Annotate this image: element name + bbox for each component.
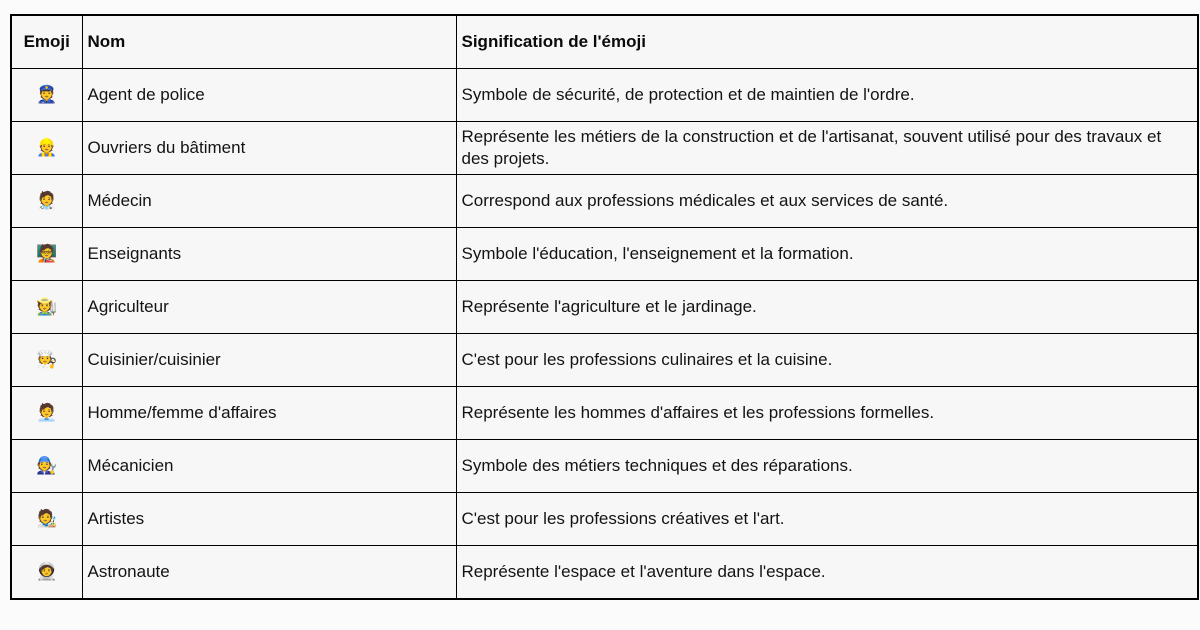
profession-meaning: Symbole de sécurité, de protection et de… [455,68,1199,122]
farmer-emoji-cell: 🧑‍🌾 [10,280,83,334]
astronaut-emoji: 🧑‍🚀 [36,561,58,581]
table-row: 🧑‍🔧 Mécanicien Symbole des métiers techn… [10,439,1199,493]
astronaut-emoji-cell: 🧑‍🚀 [10,545,83,600]
profession-name: Mécanicien [81,439,457,493]
table-row: 🧑‍🏫 Enseignants Symbole l'éducation, l'e… [10,227,1199,281]
table-header-row: Emoji Nom Signification de l'émoji [10,14,1199,69]
profession-meaning: C'est pour les professions créatives et … [455,492,1199,546]
profession-meaning: C'est pour les professions culinaires et… [455,333,1199,387]
teacher-emoji: 🧑‍🏫 [36,243,58,263]
profession-name: Enseignants [81,227,457,281]
table-row: 🧑‍🚀 Astronaute Représente l'espace et l'… [10,545,1199,600]
teacher-emoji-cell: 🧑‍🏫 [10,227,83,281]
construction-worker-emoji: 👷 [36,137,58,157]
police-officer-emoji: 👮 [36,84,58,104]
table-row: 👷 Ouvriers du bâtiment Représente les mé… [10,121,1199,175]
header-nom: Nom [81,14,457,69]
farmer-emoji: 🧑‍🌾 [36,296,58,316]
health-worker-emoji: 🧑‍⚕️ [36,190,58,210]
mechanic-emoji: 🧑‍🔧 [36,455,58,475]
emoji-professions-table: Emoji Nom Signification de l'émoji 👮 Age… [10,14,1199,600]
police-officer-emoji-cell: 👮 [10,68,83,122]
header-signification: Signification de l'émoji [455,14,1199,69]
mechanic-emoji-cell: 🧑‍🔧 [10,439,83,493]
profession-meaning: Représente l'agriculture et le jardinage… [455,280,1199,334]
cook-emoji: 🧑‍🍳 [36,349,58,369]
table-row: 🧑‍🍳 Cuisinier/cuisinier C'est pour les p… [10,333,1199,387]
header-emoji: Emoji [10,14,83,69]
cook-emoji-cell: 🧑‍🍳 [10,333,83,387]
table-row: 🧑‍💼 Homme/femme d'affaires Représente le… [10,386,1199,440]
construction-worker-emoji-cell: 👷 [10,121,83,175]
profession-meaning: Représente l'espace et l'aventure dans l… [455,545,1199,600]
profession-name: Cuisinier/cuisinier [81,333,457,387]
office-worker-emoji: 🧑‍💼 [36,402,58,422]
profession-name: Agriculteur [81,280,457,334]
profession-name: Homme/femme d'affaires [81,386,457,440]
profession-meaning: Symbole l'éducation, l'enseignement et l… [455,227,1199,281]
table-row: 🧑‍🎨 Artistes C'est pour les professions … [10,492,1199,546]
office-worker-emoji-cell: 🧑‍💼 [10,386,83,440]
profession-name: Ouvriers du bâtiment [81,121,457,175]
profession-meaning: Représente les hommes d'affaires et les … [455,386,1199,440]
profession-name: Astronaute [81,545,457,600]
artist-emoji: 🧑‍🎨 [36,508,58,528]
profession-meaning: Représente les métiers de la constructio… [455,121,1199,175]
profession-meaning: Correspond aux professions médicales et … [455,174,1199,228]
profession-name: Médecin [81,174,457,228]
profession-name: Agent de police [81,68,457,122]
table-body: 👮 Agent de police Symbole de sécurité, d… [10,68,1199,600]
health-worker-emoji-cell: 🧑‍⚕️ [10,174,83,228]
table-row: 🧑‍🌾 Agriculteur Représente l'agriculture… [10,280,1199,334]
table-row: 👮 Agent de police Symbole de sécurité, d… [10,68,1199,122]
artist-emoji-cell: 🧑‍🎨 [10,492,83,546]
table-row: 🧑‍⚕️ Médecin Correspond aux professions … [10,174,1199,228]
profession-meaning: Symbole des métiers techniques et des ré… [455,439,1199,493]
profession-name: Artistes [81,492,457,546]
